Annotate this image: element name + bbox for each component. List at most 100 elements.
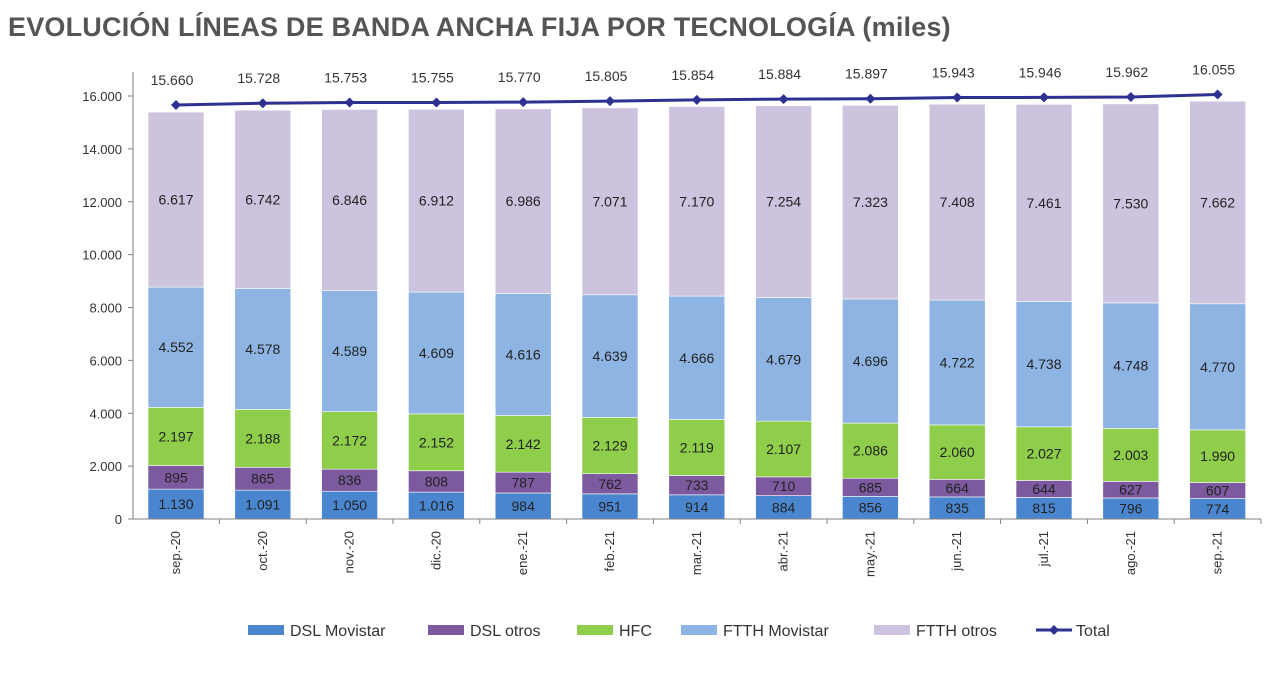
data-label: 984 (512, 498, 536, 514)
data-label: 4.696 (853, 353, 888, 369)
total-label: 15.753 (324, 70, 367, 86)
legend-swatch (681, 625, 717, 635)
bar-segment-4 (234, 109, 292, 289)
total-label: 15.728 (237, 70, 280, 86)
total-label: 15.946 (1019, 64, 1062, 80)
bar-segment-4 (1102, 103, 1160, 304)
x-tick-label: oct.-20 (255, 531, 270, 571)
data-label: 2.086 (853, 443, 888, 459)
data-label: 4.666 (679, 350, 714, 366)
total-point (344, 97, 355, 108)
data-label: 2.060 (940, 444, 975, 460)
total-label: 15.660 (151, 72, 194, 88)
data-label: 2.172 (332, 432, 367, 448)
data-label: 1.050 (332, 497, 367, 513)
data-label: 895 (164, 469, 188, 485)
y-tick-label: 8.000 (89, 301, 122, 316)
legend-swatch (428, 625, 464, 635)
data-label: 7.254 (766, 194, 801, 210)
data-label: 607 (1206, 483, 1230, 499)
bar-segment-4 (408, 108, 465, 293)
total-label: 15.943 (932, 65, 975, 81)
y-tick-label: 4.000 (89, 406, 122, 421)
legend: DSL Movistar DSL otros HFC FTTH Movistar FTT… (248, 623, 1110, 640)
legend-swatch (248, 625, 284, 635)
data-label: 835 (946, 500, 970, 516)
x-tick-label: abr.-21 (776, 531, 791, 571)
bar-segment-4 (668, 106, 726, 297)
total-point (1039, 92, 1049, 103)
data-label: 7.408 (940, 194, 975, 210)
data-label: 644 (1032, 481, 1056, 497)
bar-segment-4 (147, 111, 205, 288)
data-label: 2.142 (506, 436, 541, 452)
data-label: 808 (425, 473, 449, 489)
total-point (778, 94, 789, 105)
bar-segment-0 (408, 491, 465, 520)
data-label: 7.170 (679, 193, 714, 209)
data-label: 865 (251, 471, 275, 487)
total-point (431, 97, 442, 108)
total-label: 15.854 (671, 67, 714, 83)
data-label: 4.609 (419, 345, 454, 361)
data-label: 4.578 (245, 341, 280, 357)
total-point (1125, 92, 1136, 103)
bar-segment-2 (321, 411, 378, 470)
data-label: 836 (338, 472, 362, 488)
total-point (691, 94, 702, 105)
x-tick-label: jun.-21 (949, 531, 964, 572)
data-label: 6.846 (332, 192, 367, 208)
x-tick-label: sep.-20 (168, 531, 183, 574)
data-label: 6.986 (506, 193, 541, 209)
data-label: 4.639 (592, 348, 627, 364)
bar-segment-3 (1189, 303, 1246, 431)
y-tick-label: 0 (115, 512, 122, 527)
data-label: 1.091 (245, 497, 280, 513)
data-label: 2.003 (1113, 447, 1148, 463)
legend-marker (1049, 625, 1059, 635)
total-label: 15.897 (845, 66, 888, 82)
total-point (518, 97, 529, 108)
data-label: 6.912 (419, 193, 454, 209)
legend-label: FTTH otros (916, 623, 997, 640)
total-point (605, 96, 615, 107)
bar-segment-0 (321, 490, 378, 520)
x-tick-label: ago.-21 (1123, 531, 1138, 575)
bars: 1.130 895 2.197 4.552 6.617 1.091 865 2.188 4.57… (147, 100, 1246, 520)
bar-segment-4 (755, 105, 812, 298)
bar-segment-0 (581, 493, 639, 520)
total-label: 15.755 (411, 69, 454, 85)
bar-segment-3 (147, 286, 205, 408)
data-label: 4.722 (940, 354, 975, 370)
legend-label: DSL otros (470, 623, 541, 640)
y-tick-label: 2.000 (89, 459, 122, 474)
total-label: 15.962 (1105, 64, 1148, 80)
bar-segment-2 (1189, 429, 1246, 483)
x-tick-label: mar.-21 (689, 531, 704, 575)
bar-segment-4 (321, 109, 378, 291)
legend-swatch (577, 625, 613, 635)
bar-segment-2 (1015, 426, 1073, 481)
y-tick-label: 10.000 (82, 248, 122, 263)
data-label: 685 (859, 479, 883, 495)
x-axis: sep.-20 oct.-20 nov.-20 dic.-20 ene.-21 feb.-… (133, 518, 1262, 577)
bar-segment-3 (581, 294, 639, 418)
data-label: 2.027 (1026, 446, 1061, 462)
data-label: 2.188 (245, 430, 280, 446)
total-label: 15.884 (758, 66, 801, 82)
bar-segment-2 (408, 413, 465, 472)
data-label: 2.129 (592, 438, 627, 454)
legend-label: Total (1076, 623, 1110, 640)
bar-segment-0 (147, 488, 205, 520)
total-label: 16.055 (1192, 62, 1235, 78)
data-label: 7.071 (592, 193, 627, 209)
data-label: 914 (685, 499, 709, 515)
bar-segment-2 (581, 417, 639, 475)
total-point (1212, 89, 1223, 100)
data-label: 4.552 (158, 339, 193, 355)
bar-segment-4 (494, 108, 552, 294)
data-label: 1.130 (158, 496, 193, 512)
bar-segment-3 (842, 298, 899, 424)
data-label: 7.530 (1113, 195, 1148, 211)
bar-segment-2 (928, 424, 986, 480)
